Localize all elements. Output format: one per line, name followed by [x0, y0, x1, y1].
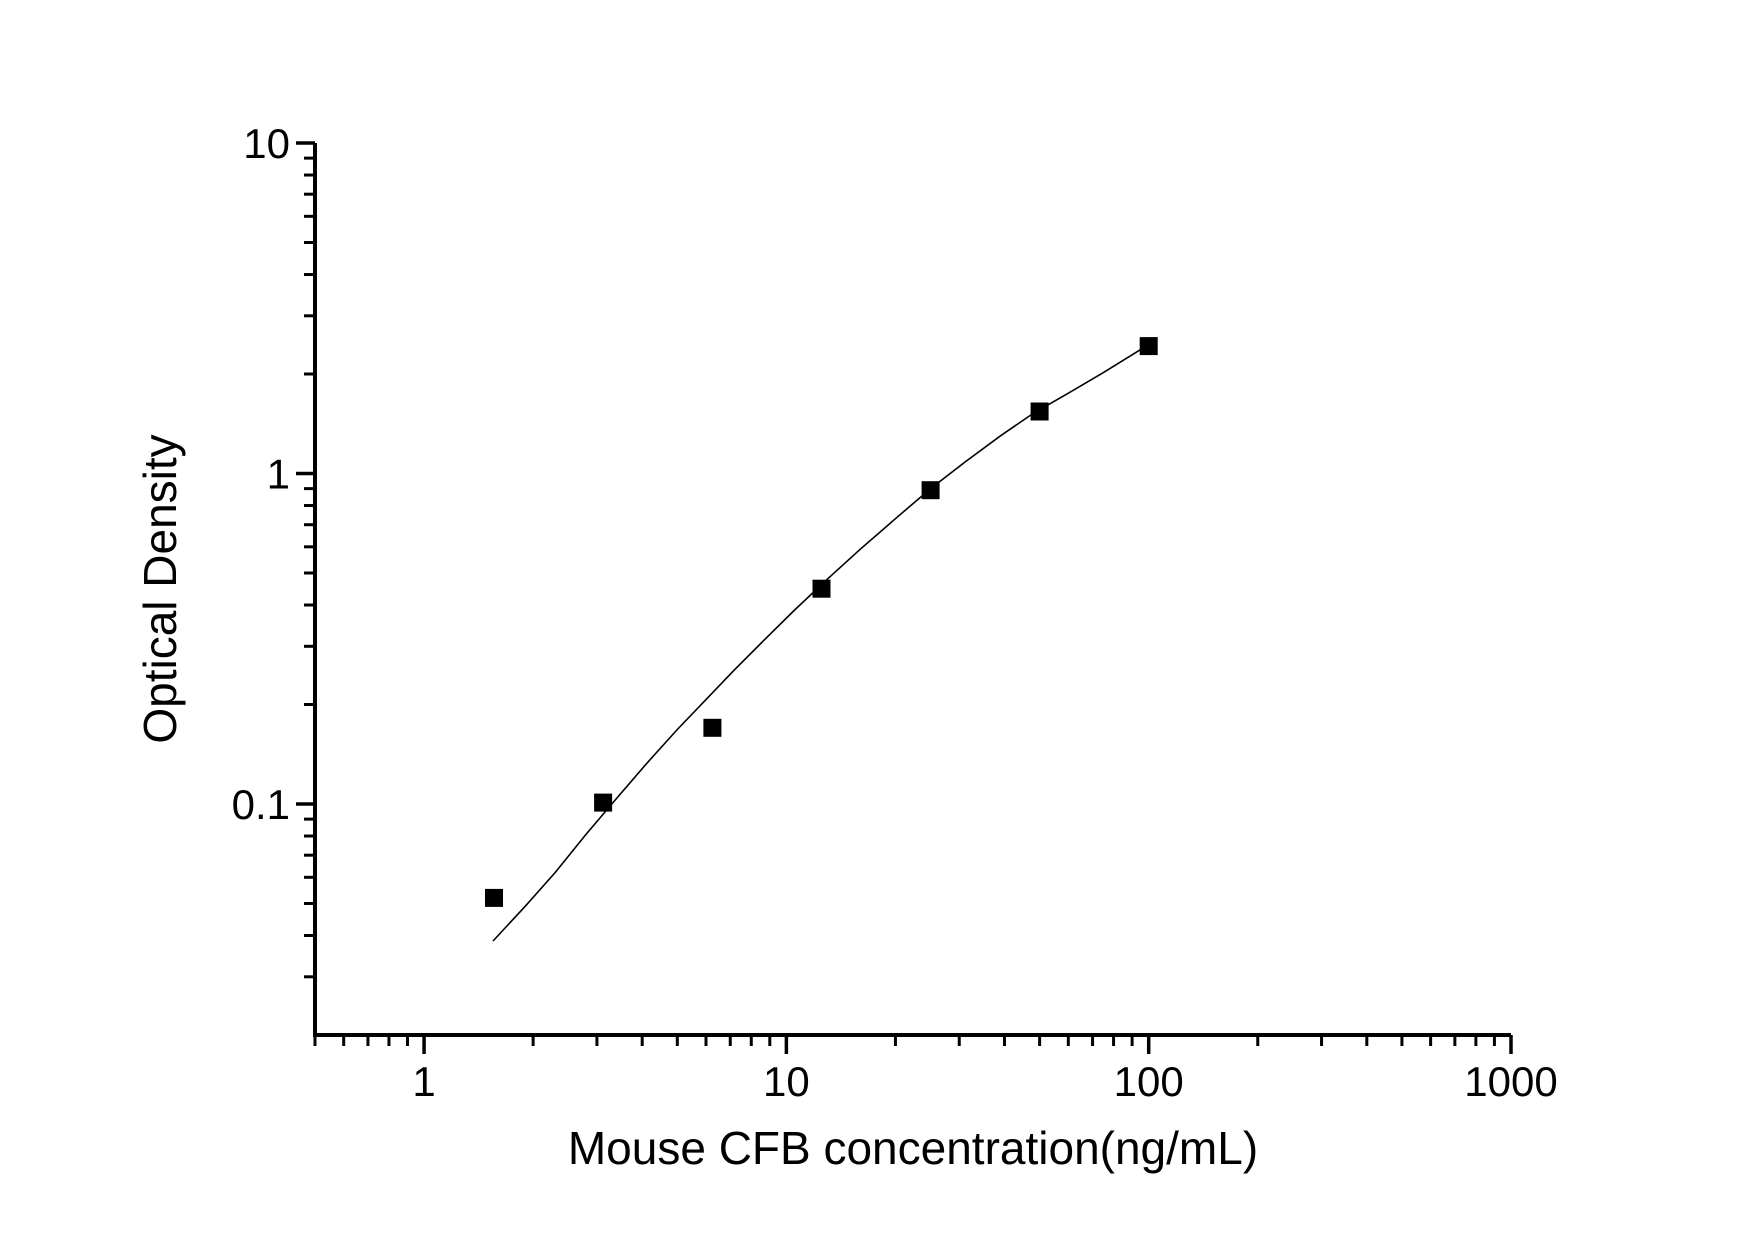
x-tick-label: 10	[763, 1058, 810, 1105]
data-point-marker	[812, 579, 831, 598]
plot-area: 1 10 100 1000 0.1 1 10	[232, 120, 1558, 1105]
y-tick-label: 10	[243, 120, 290, 167]
y-tick-label: 0.1	[232, 781, 290, 828]
y-tick-label: 1	[267, 450, 290, 497]
x-tick-label: 100	[1114, 1058, 1184, 1105]
data-point-marker	[1139, 337, 1158, 356]
data-point-marker	[921, 481, 940, 500]
y-axis-title: Optical Density	[134, 434, 186, 743]
x-axis-title: Mouse CFB concentration(ng/mL)	[568, 1122, 1258, 1174]
data-point-marker	[1030, 402, 1049, 421]
data-point-marker	[485, 888, 503, 907]
fitted-curve-line	[492, 348, 1142, 942]
data-point-marker	[594, 793, 613, 812]
data-point-marker	[703, 718, 722, 737]
x-tick-label: 1000	[1464, 1058, 1557, 1105]
x-tick-label: 1	[412, 1058, 435, 1105]
